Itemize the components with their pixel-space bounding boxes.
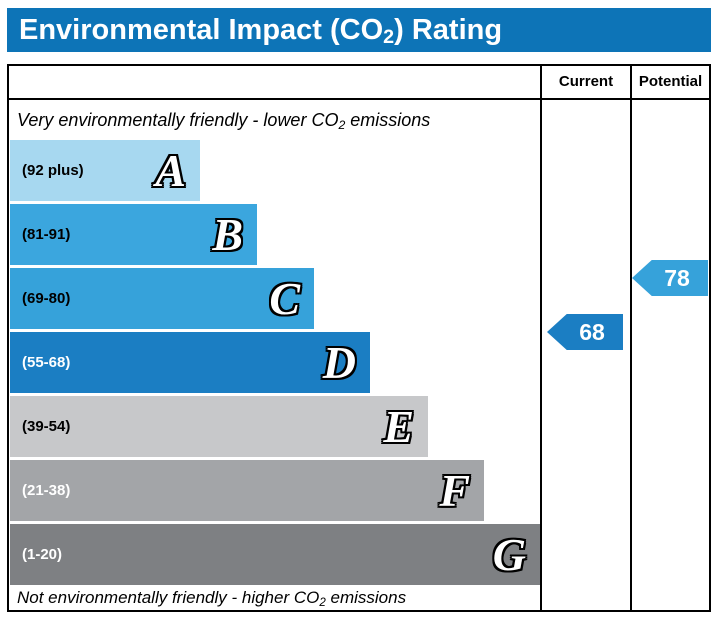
band-row-e: (39-54) E bbox=[10, 396, 540, 457]
band-row-g: (1-20) G bbox=[10, 524, 540, 585]
band-bar-f: (21-38) F bbox=[10, 460, 484, 521]
band-bar-b: (81-91) B bbox=[10, 204, 257, 265]
band-letter: G bbox=[492, 528, 526, 580]
page-title-suffix: ) Rating bbox=[394, 13, 503, 46]
band-row-a: (92 plus) A bbox=[10, 140, 540, 201]
band-row-b: (81-91) B bbox=[10, 204, 540, 265]
band-bar-e: (39-54) E bbox=[10, 396, 428, 457]
band-letter: A bbox=[155, 144, 186, 196]
band-range-label: (55-68) bbox=[22, 354, 71, 371]
rating-table: Current Potential Very environmentally f… bbox=[7, 64, 711, 612]
band-letter: B bbox=[212, 208, 243, 260]
rating-bands: (92 plus) A (81-91) B (69-80) C (55-68) bbox=[10, 140, 540, 588]
band-range-label: (69-80) bbox=[22, 290, 71, 307]
potential-column-header: Potential bbox=[638, 73, 703, 90]
band-letter: E bbox=[383, 400, 414, 452]
bottom-note-suffix: emissions bbox=[325, 588, 407, 607]
band-range-label: (21-38) bbox=[22, 482, 71, 499]
top-note-suffix: emissions bbox=[345, 110, 431, 130]
band-letter: C bbox=[269, 272, 300, 324]
current-rating-value: 68 bbox=[579, 318, 605, 345]
band-bar-a: (92 plus) A bbox=[10, 140, 200, 201]
band-range-label: (81-91) bbox=[22, 226, 71, 243]
band-bar-d: (55-68) D bbox=[10, 332, 370, 393]
bottom-note-subscript: 2 bbox=[319, 596, 326, 609]
potential-column-divider bbox=[630, 66, 632, 610]
page-title: Environmental Impact (CO2) Rating bbox=[19, 13, 503, 48]
top-note-subscript: 2 bbox=[338, 117, 346, 132]
header-divider bbox=[9, 98, 709, 100]
title-bar: Environmental Impact (CO2) Rating bbox=[7, 8, 711, 52]
current-column-divider bbox=[540, 66, 542, 610]
band-bar-c: (69-80) C bbox=[10, 268, 314, 329]
band-row-f: (21-38) F bbox=[10, 460, 540, 521]
bottom-note-text: Not environmentally friendly - higher CO bbox=[17, 588, 320, 607]
top-note: Very environmentally friendly - lower CO… bbox=[17, 100, 430, 140]
current-column-header: Current bbox=[558, 73, 614, 90]
band-row-d: (55-68) D bbox=[10, 332, 540, 393]
band-range-label: (92 plus) bbox=[22, 162, 84, 179]
potential-rating-arrow: 78 bbox=[632, 260, 708, 296]
band-range-label: (1-20) bbox=[22, 546, 63, 563]
bottom-note: Not environmentally friendly - higher CO… bbox=[17, 585, 406, 610]
top-note-text: Very environmentally friendly - lower CO bbox=[17, 110, 339, 130]
potential-rating-value: 78 bbox=[664, 264, 690, 291]
current-rating-arrow: 68 bbox=[547, 314, 623, 350]
band-bar-g: (1-20) G bbox=[10, 524, 540, 585]
band-letter: F bbox=[439, 464, 470, 516]
band-row-c: (69-80) C bbox=[10, 268, 540, 329]
page-title-text: Environmental Impact (CO bbox=[19, 13, 384, 46]
band-range-label: (39-54) bbox=[22, 418, 71, 435]
band-letter: D bbox=[322, 336, 356, 388]
page-title-subscript: 2 bbox=[383, 25, 395, 48]
